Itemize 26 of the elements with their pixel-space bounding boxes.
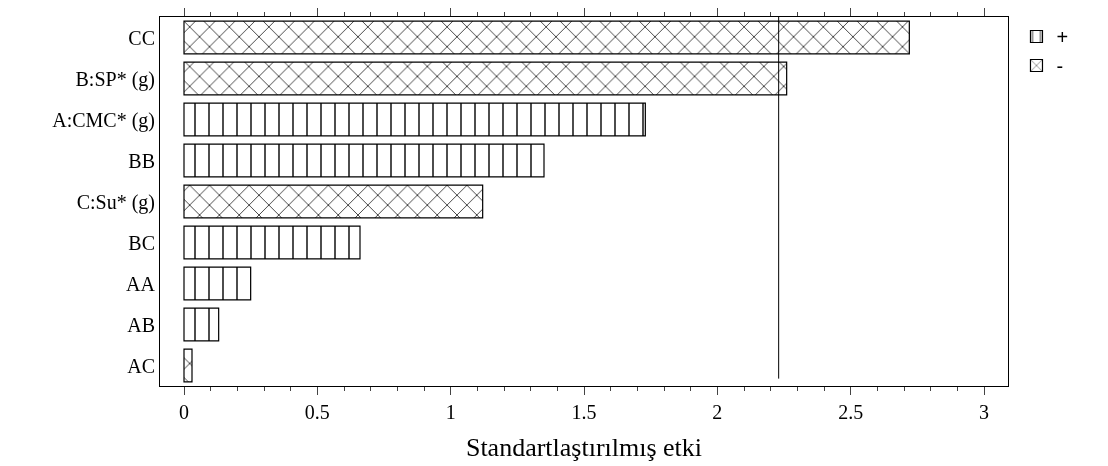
bar: [183, 225, 361, 260]
y-tick-label: BB: [128, 149, 155, 172]
x-tick-label: 0: [179, 401, 189, 423]
bar: [183, 266, 252, 301]
y-tick-label: AB: [127, 313, 155, 336]
x-tick-label: 2.5: [838, 401, 864, 423]
bar: [183, 348, 193, 383]
y-tick-label: B:SP* (g): [75, 67, 155, 91]
x-axis-title: Standartlaştırılmış etki: [465, 432, 703, 462]
text: -: [1056, 55, 1064, 78]
y-tick-label: C:Su* (g): [76, 190, 155, 214]
bar: [183, 307, 220, 342]
y-tick-label: CC: [128, 26, 155, 49]
x-tick-label: 0.5: [304, 401, 330, 423]
y-tick-label: AC: [127, 354, 155, 377]
bar: [183, 102, 646, 137]
y-tick-label: BC: [128, 231, 155, 254]
y-tick-label: A:CMC* (g): [52, 108, 155, 132]
bar: [183, 143, 545, 178]
x-tick-label: 1: [445, 401, 456, 423]
y-tick-label: AA: [126, 272, 156, 295]
x-tick-label: 1.5: [571, 401, 597, 423]
bar: [183, 184, 484, 219]
x-tick-label: 2: [712, 401, 723, 423]
text: +: [1056, 26, 1069, 49]
x-tick-label: 3: [979, 401, 989, 423]
